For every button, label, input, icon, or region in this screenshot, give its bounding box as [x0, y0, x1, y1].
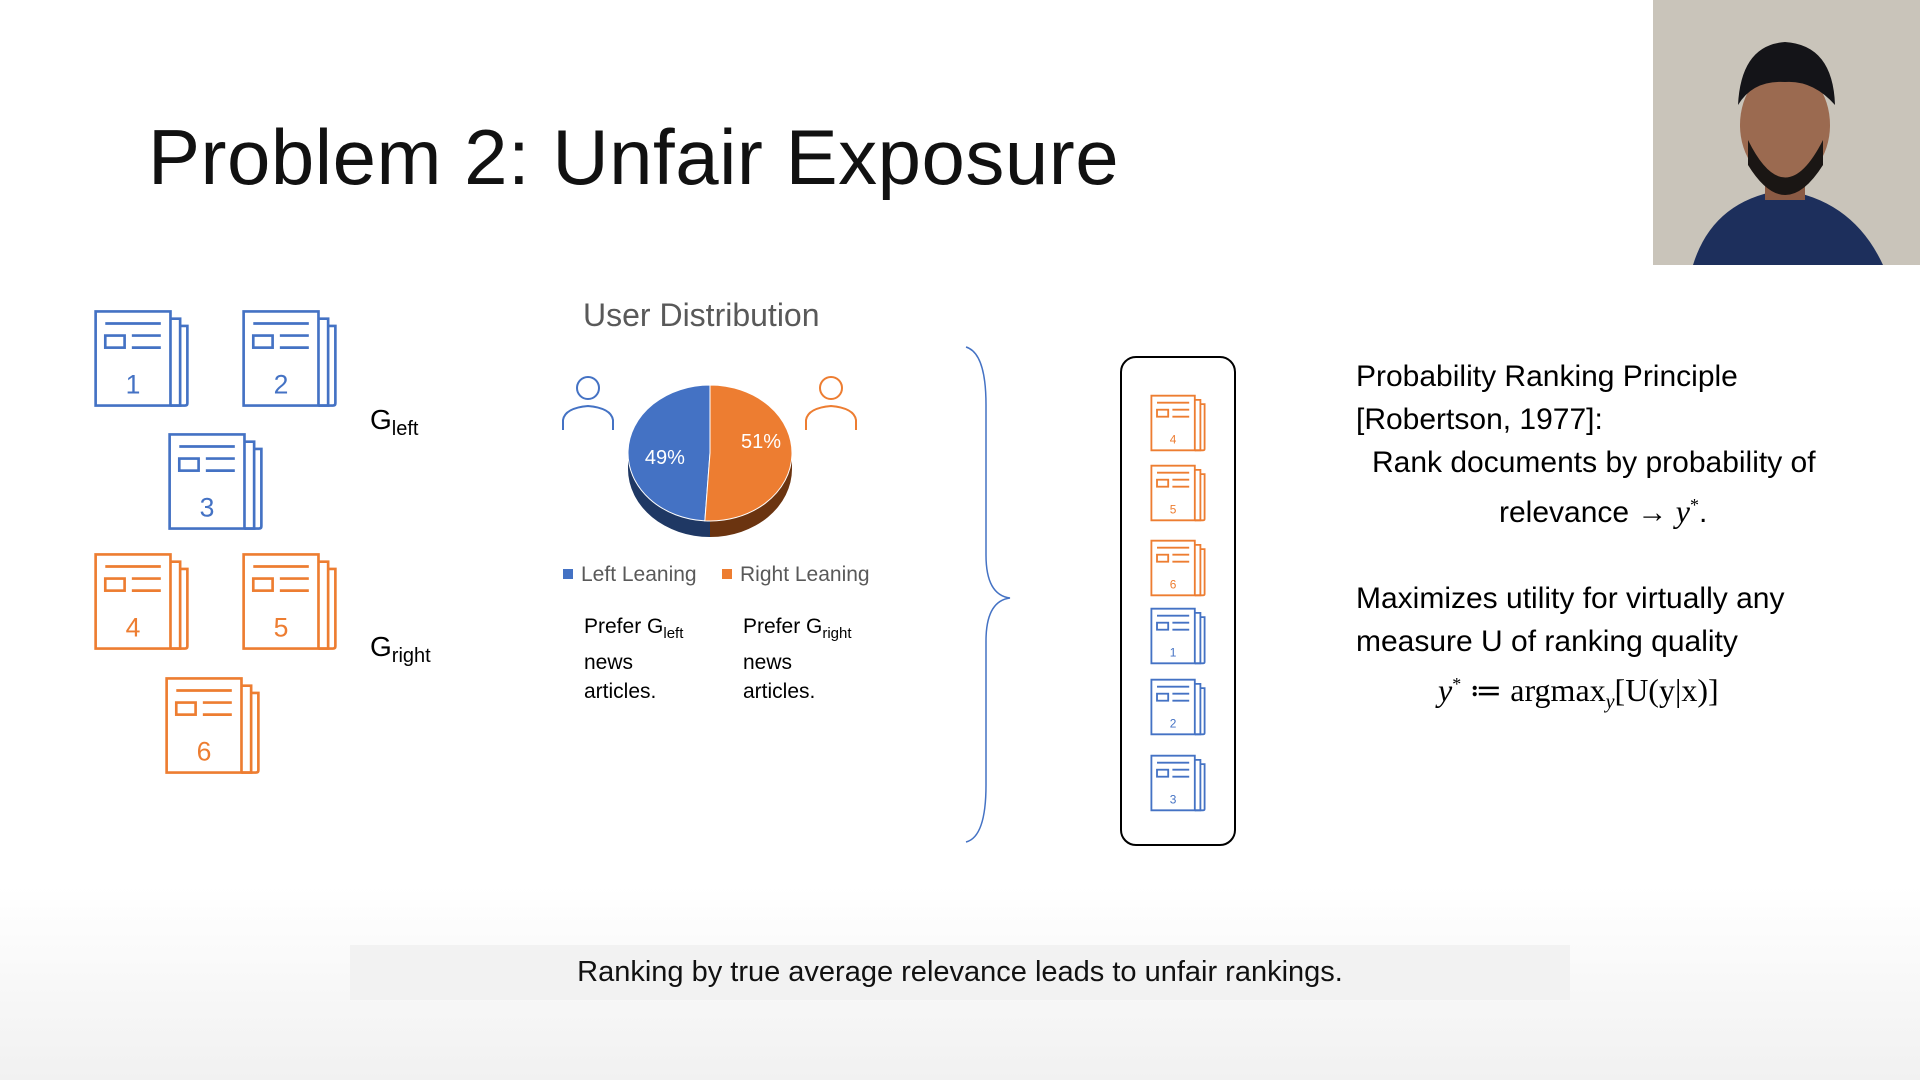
prp-line: [Robertson, 1977]:: [1356, 403, 1603, 436]
ranked-document-icon-3: 3: [1150, 754, 1206, 817]
ranked-document-icon-5: 5: [1150, 464, 1206, 527]
svg-text:3: 3: [200, 493, 215, 523]
prp-line: relevance → y*.: [1499, 493, 1708, 529]
ranked-document-icon-2: 2: [1150, 678, 1206, 741]
news-document-icon-1: 1: [93, 309, 190, 413]
prp-line: Rank documents by probability of: [1372, 446, 1816, 479]
caption-bar: Ranking by true average relevance leads …: [350, 945, 1570, 1000]
ranked-document-icon-6: 6: [1150, 539, 1206, 602]
prp-line: Maximizes utility for virtually any: [1356, 582, 1785, 615]
news-document-icon-5: 5: [241, 552, 338, 656]
pie-chart: 49% 51%: [562, 376, 857, 537]
svg-text:5: 5: [274, 613, 289, 643]
prefer-right-text: Prefer Gright news articles.: [743, 615, 852, 703]
news-document-icon-6: 6: [164, 676, 261, 780]
caption-text: Ranking by true average relevance leads …: [577, 956, 1343, 988]
prp-formula: y* ≔ argmaxy[U(y|x)]: [1438, 672, 1719, 713]
prp-line: measure U of ranking quality: [1356, 625, 1738, 658]
svg-text:3: 3: [1170, 792, 1177, 806]
news-document-icon-3: 3: [167, 432, 264, 536]
svg-text:1: 1: [1170, 645, 1177, 659]
svg-text:4: 4: [126, 613, 141, 643]
chart-title: User Distribution: [583, 297, 820, 333]
svg-text:6: 6: [197, 737, 212, 767]
group-left-label: Gleft: [370, 404, 419, 440]
prefer-left-text: Prefer Gleft news articles.: [584, 615, 684, 703]
slide-title: Problem 2: Unfair Exposure: [148, 113, 1120, 201]
pie-slice-left-leaning: [627, 384, 711, 522]
presenter-webcam: [1653, 0, 1920, 265]
pie-data-label: 51%: [741, 431, 781, 453]
legend-swatch-left: [563, 569, 573, 579]
legend-left: Left Leaning: [563, 563, 697, 587]
pie-slice-right-leaning: [704, 384, 793, 522]
prp-line: Probability Ranking Principle: [1356, 360, 1738, 393]
pie-slice-side-1: [710, 453, 792, 537]
pie-data-label: 49%: [645, 447, 685, 469]
pie-slice-side-0: [628, 453, 710, 537]
svg-text:5: 5: [1170, 502, 1177, 516]
presenter-silhouette: [1653, 0, 1920, 265]
ranked-document-icon-4: 4: [1150, 394, 1206, 457]
ranked-document-icon-1: 1: [1150, 607, 1206, 670]
svg-text:1: 1: [126, 370, 141, 400]
user-right-icon: [805, 376, 857, 430]
user-left-icon: [562, 376, 614, 430]
news-document-icon-2: 2: [241, 309, 338, 413]
svg-text:2: 2: [1170, 716, 1177, 730]
prp-text: Probability Ranking Principle [Robertson…: [1356, 355, 1816, 724]
svg-text:2: 2: [274, 370, 289, 400]
right-brace: [965, 346, 1011, 843]
news-document-icon-4: 4: [93, 552, 190, 656]
legend-right: Right Leaning: [722, 563, 870, 587]
legend-swatch-right: [722, 569, 732, 579]
ranking-list: [1120, 356, 1236, 846]
svg-text:4: 4: [1170, 432, 1177, 446]
group-right-label: Gright: [370, 631, 431, 667]
svg-text:6: 6: [1170, 577, 1177, 591]
